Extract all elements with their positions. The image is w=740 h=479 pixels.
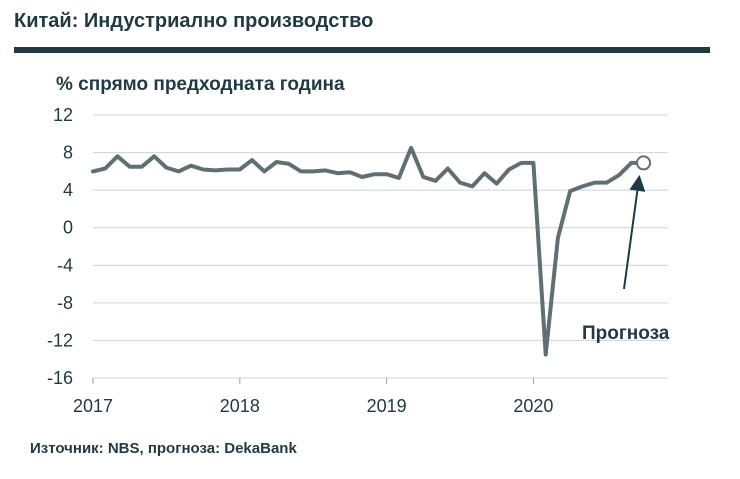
- x-tick-label: 2019: [367, 396, 407, 416]
- forecast-annotation: Прогноза: [582, 174, 670, 344]
- y-tick-label: -4: [57, 255, 73, 275]
- y-tick-label: -8: [57, 293, 73, 313]
- series-group: [91, 145, 652, 357]
- y-tick-label: 12: [53, 105, 73, 125]
- series-line: [91, 145, 646, 357]
- annotation-arrow-line: [623, 190, 639, 290]
- y-axis-label: % спрямо предходната година: [56, 74, 345, 95]
- annotation-arrow-head: [629, 174, 646, 192]
- y-tick-label: 8: [63, 143, 73, 163]
- y-tick-label: -12: [47, 330, 73, 350]
- line-chart: 12 8 4 0 -4 -8 -12 -16 2017 2018 2019 2020 Прогноз…: [47, 105, 670, 416]
- annotation-label: Прогноза: [582, 323, 670, 344]
- x-tick-label: 2018: [220, 396, 260, 416]
- x-tick-label: 2020: [513, 396, 553, 416]
- chart-title: Китай: Индустриално производство: [14, 10, 374, 32]
- y-tick-label: 0: [63, 218, 73, 238]
- y-tick-label: 4: [63, 180, 73, 200]
- x-tick-label: 2017: [73, 396, 113, 416]
- source-note: Източник: NBS, прогноза: DekaBank: [30, 440, 297, 457]
- title-divider: [14, 47, 710, 53]
- y-tick-label: -16: [47, 368, 73, 388]
- gridlines: [92, 114, 668, 384]
- x-tick-labels: 2017 2018 2019 2020: [73, 396, 553, 416]
- y-tick-labels: 12 8 4 0 -4 -8 -12 -16: [47, 105, 73, 388]
- forecast-marker: [636, 155, 652, 171]
